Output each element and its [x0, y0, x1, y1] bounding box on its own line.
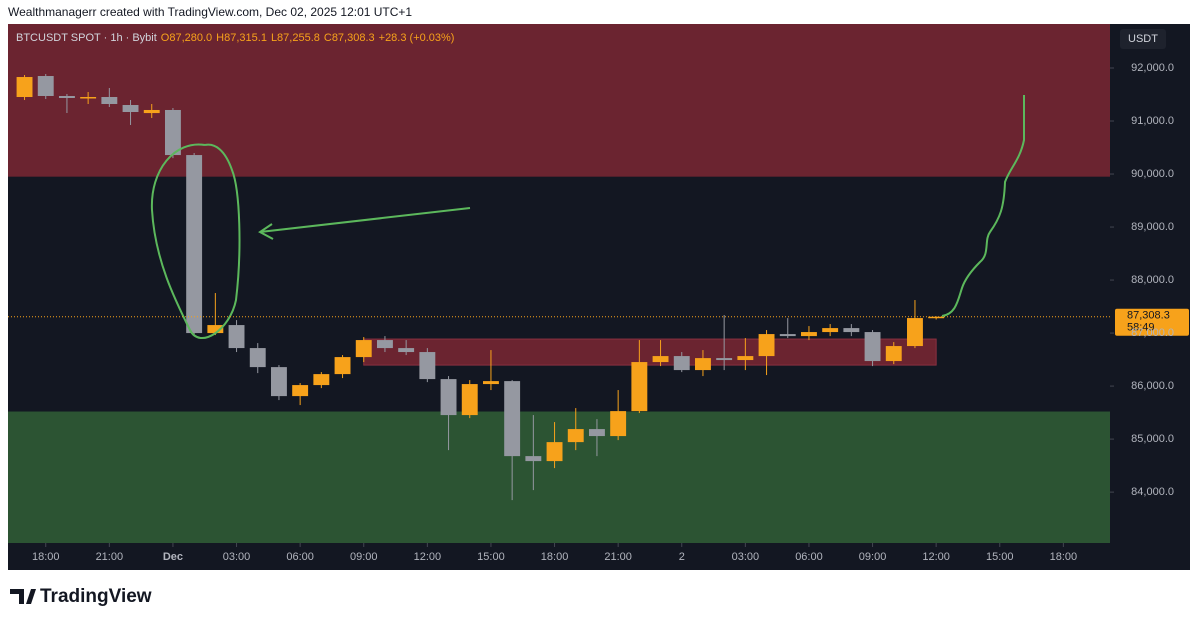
- x-tick-label: 18:00: [1050, 551, 1078, 563]
- candle-body: [58, 95, 75, 99]
- candle-body: [716, 358, 733, 361]
- ohlc: L87,255.8: [271, 32, 320, 44]
- price-axis: [1110, 24, 1190, 543]
- candle-body: [567, 429, 584, 443]
- candle-body: [843, 328, 860, 333]
- candle-body: [440, 379, 457, 416]
- y-tick-label: 90,000.0: [1131, 168, 1174, 180]
- candle-body: [334, 357, 351, 375]
- candle-body: [186, 155, 203, 334]
- x-tick-label: 21:00: [604, 551, 632, 563]
- currency-box: [1120, 29, 1166, 49]
- candle-body: [928, 316, 945, 319]
- y-tick-label: 85,000.0: [1131, 433, 1174, 445]
- x-tick-label: 06:00: [286, 551, 314, 563]
- y-tick-label: 84,000.0: [1131, 486, 1174, 498]
- ohlc: C87,308.3: [324, 32, 375, 44]
- symbol: BTCUSDT SPOT · 1h · Bybit: [16, 32, 157, 44]
- brand: TradingView: [10, 586, 152, 607]
- candle-body: [143, 109, 160, 114]
- highlight-ellipse: [150, 143, 241, 340]
- x-tick-label: 18:00: [541, 551, 569, 563]
- x-tick-label: 03:00: [732, 551, 760, 563]
- candle-body: [207, 325, 224, 334]
- y-tick-label: 91,000.0: [1131, 115, 1174, 127]
- brand-name: TradingView: [40, 586, 152, 607]
- candle-body: [270, 367, 287, 397]
- y-tick-label: 87,000.0: [1131, 327, 1174, 339]
- candle-body: [652, 356, 669, 363]
- candle-body: [292, 385, 309, 397]
- x-tick-label: 12:00: [922, 551, 950, 563]
- candle-body: [313, 374, 330, 386]
- y-tick-label: 89,000.0: [1131, 221, 1174, 233]
- candle-body: [737, 356, 754, 361]
- x-tick-label: 21:00: [96, 551, 124, 563]
- candle-body: [758, 334, 775, 357]
- candle-body: [164, 109, 181, 156]
- candle-body: [695, 358, 711, 371]
- x-tick-label: 03:00: [223, 551, 251, 563]
- price-box: [1115, 308, 1189, 336]
- candle-body: [228, 325, 245, 349]
- x-tick-label: 15:00: [986, 551, 1014, 563]
- candle-body: [864, 332, 881, 362]
- candle-body: [822, 328, 839, 333]
- candle-body: [885, 346, 902, 362]
- zone: [8, 24, 1110, 177]
- candle-body: [249, 348, 266, 368]
- x-tick-label: 18:00: [32, 551, 60, 563]
- ohlc: O87,280.0: [161, 32, 212, 44]
- zone: [363, 338, 937, 366]
- candle-body: [525, 456, 542, 462]
- x-tick-label: 2: [679, 551, 685, 563]
- candle-body: [16, 77, 33, 97]
- y-tick-label: 92,000.0: [1131, 62, 1174, 74]
- candle-body: [610, 411, 627, 437]
- candle-body: [80, 96, 97, 99]
- annotations: [150, 95, 1025, 340]
- zone: [8, 411, 1110, 543]
- candle-body: [801, 332, 817, 337]
- countdown: 58:49: [1127, 322, 1155, 334]
- x-tick-label: 06:00: [795, 551, 823, 563]
- candle-body: [482, 381, 499, 385]
- candle-body: [461, 384, 478, 416]
- x-tick-label: 15:00: [477, 551, 505, 563]
- candle-body: [101, 96, 118, 104]
- y-tick-label: 86,000.0: [1131, 380, 1174, 392]
- header: Wealthmanagerr created with TradingView.…: [8, 5, 412, 19]
- x-tick-label: 09:00: [350, 551, 378, 563]
- candle-body: [546, 442, 563, 462]
- candle-body: [419, 352, 436, 380]
- candle-body: [37, 76, 54, 96]
- projection-line: [941, 95, 1025, 317]
- candle-body: [907, 318, 923, 347]
- x-tick-label: Dec: [163, 551, 183, 563]
- x-tick-label: 09:00: [859, 551, 887, 563]
- candle-body: [588, 429, 605, 437]
- price-label: 87,308.3: [1127, 310, 1170, 322]
- candle-body: [398, 348, 415, 353]
- candle-body: [631, 362, 648, 412]
- y-tick-label: 88,000.0: [1131, 274, 1174, 286]
- candle-body: [673, 356, 690, 371]
- x-tick-label: 12:00: [414, 551, 442, 563]
- candle-body: [355, 340, 372, 358]
- ohlc: H87,315.1: [216, 32, 267, 44]
- currency: USDT: [1128, 33, 1158, 45]
- candle-body: [376, 340, 393, 349]
- candle-body: [504, 381, 521, 457]
- candle-body: [122, 105, 139, 113]
- candle-body: [779, 334, 796, 337]
- brand-logo: [10, 589, 36, 604]
- ohlc: +28.3 (+0.03%): [379, 32, 455, 44]
- arrow: [258, 207, 471, 240]
- symbol-legend: BTCUSDT SPOT · 1h · Bybit O87,280.0 H87,31…: [16, 32, 454, 44]
